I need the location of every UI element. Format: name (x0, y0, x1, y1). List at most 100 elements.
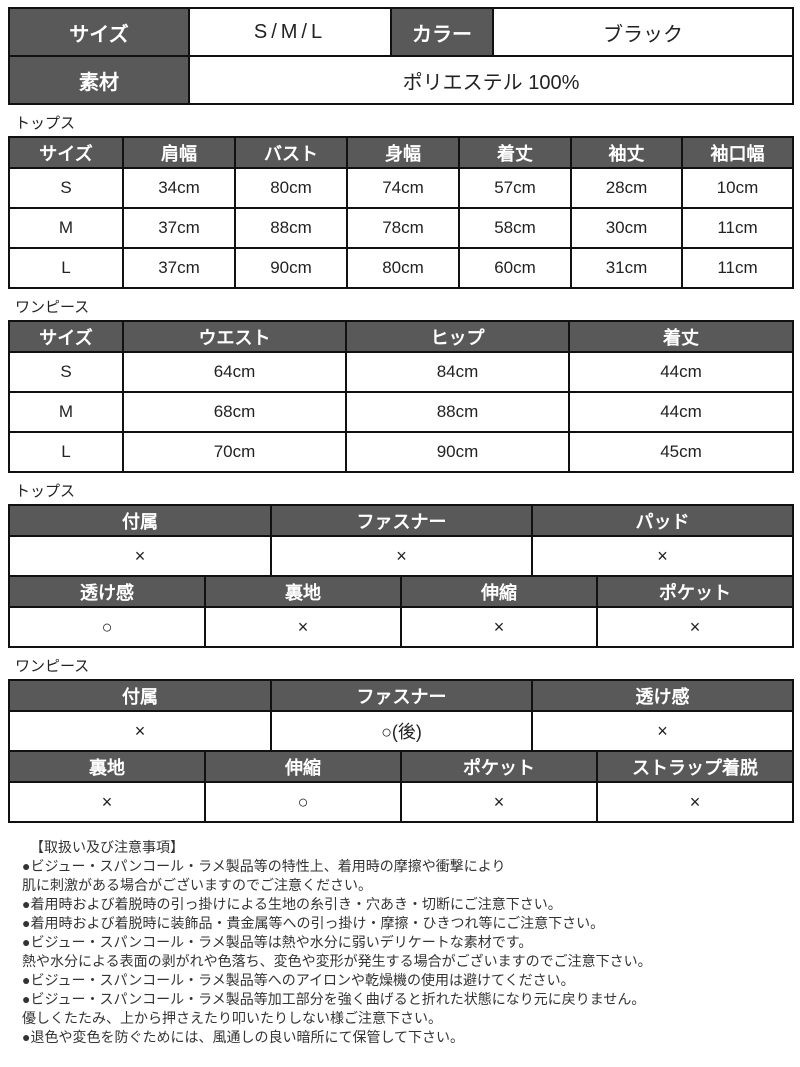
care-note-line: 肌に刺激がある場合がございますのでご注意ください。 (22, 877, 372, 893)
table-row: M 37cm 88cm 78cm 58cm 30cm 11cm (8, 207, 794, 249)
column-header: サイズ (8, 320, 124, 353)
feature-header: ポケット (400, 750, 598, 783)
feature-header: ストラップ着脱 (596, 750, 794, 783)
table-row: 素材 ポリエステル 100% (8, 55, 794, 105)
color-label: カラー (390, 7, 494, 57)
feature-value: × (596, 781, 794, 823)
measure-cell: 57cm (458, 167, 572, 209)
feature-header: 伸縮 (400, 575, 598, 608)
onepiece-features-table-2: 裏地 伸縮 ポケット ストラップ着脱 × ○ × × (8, 750, 794, 823)
table-header-row: サイズ 肩幅 バスト 身幅 着丈 袖丈 袖口幅 (8, 136, 794, 169)
feature-value: × (400, 606, 598, 648)
feature-value: × (400, 781, 598, 823)
feature-value: × (204, 606, 402, 648)
table-header-row: サイズ ウエスト ヒップ 着丈 (8, 320, 794, 353)
feature-header: 裏地 (204, 575, 402, 608)
measure-cell: 10cm (681, 167, 794, 209)
feature-value: × (270, 535, 533, 577)
column-header: 身幅 (346, 136, 460, 169)
measure-cell: 78cm (346, 207, 460, 249)
table-row: サイズ S/M/L カラー ブラック (8, 7, 794, 57)
table-row: S 64cm 84cm 44cm (8, 351, 794, 393)
care-note-line: ●ビジュー・スパンコール・ラメ製品等へのアイロンや乾燥機の使用は避けてください。 (22, 972, 575, 988)
size-cell: S (8, 167, 124, 209)
spec-table: サイズ S/M/L カラー ブラック 素材 ポリエステル 100% (8, 7, 794, 105)
material-value: ポリエステル 100% (188, 55, 794, 105)
care-notes-title: 【取扱い及び注意事項】 (30, 839, 184, 855)
color-value: ブラック (492, 7, 794, 57)
size-cell: L (8, 431, 124, 473)
column-header: バスト (234, 136, 348, 169)
care-notes: 【取扱い及び注意事項】 ●ビジュー・スパンコール・ラメ製品等の特性上、着用時の摩… (22, 838, 792, 1047)
feature-header: 透け感 (531, 679, 794, 712)
column-header: 着丈 (458, 136, 572, 169)
size-cell: M (8, 207, 124, 249)
measure-cell: 11cm (681, 247, 794, 289)
feature-header: ポケット (596, 575, 794, 608)
onepiece-features-table-1: 付属 ファスナー 透け感 × ○(後) × (8, 679, 794, 752)
onepiece-section-title: ワンピース (15, 299, 90, 316)
measure-cell: 90cm (345, 431, 570, 473)
feature-header: 裏地 (8, 750, 206, 783)
measure-cell: 80cm (346, 247, 460, 289)
table-row: M 68cm 88cm 44cm (8, 391, 794, 433)
feature-value: × (8, 781, 206, 823)
care-note-line: 熱や水分による表面の剥がれや色落ち、変色や変形が発生する場合がございますのでご注… (22, 953, 652, 969)
column-header: 袖丈 (570, 136, 683, 169)
feature-value: ○ (8, 606, 206, 648)
feature-value: × (531, 710, 794, 752)
measure-cell: 90cm (234, 247, 348, 289)
feature-value: × (596, 606, 794, 648)
care-note-line: ●退色や変色を防ぐためには、風通しの良い暗所にて保管して下さい。 (22, 1029, 465, 1045)
measure-cell: 60cm (458, 247, 572, 289)
care-note-line: 優しくたたみ、上から押さえたり叩いたりしない様ご注意下さい。 (22, 1010, 442, 1026)
table-header-row: 透け感 裏地 伸縮 ポケット (8, 575, 794, 608)
feature-header: 付属 (8, 679, 272, 712)
table-row: L 37cm 90cm 80cm 60cm 31cm 11cm (8, 247, 794, 289)
measure-cell: 30cm (570, 207, 683, 249)
measure-cell: 58cm (458, 207, 572, 249)
size-cell: L (8, 247, 124, 289)
table-header-row: 裏地 伸縮 ポケット ストラップ着脱 (8, 750, 794, 783)
measure-cell: 44cm (568, 351, 794, 393)
feature-header: パッド (531, 504, 794, 537)
table-row: L 70cm 90cm 45cm (8, 431, 794, 473)
column-header: 袖口幅 (681, 136, 794, 169)
measure-cell: 88cm (345, 391, 570, 433)
size-label: サイズ (8, 7, 190, 57)
table-row: S 34cm 80cm 74cm 57cm 28cm 10cm (8, 167, 794, 209)
measure-cell: 11cm (681, 207, 794, 249)
size-cell: S (8, 351, 124, 393)
table-header-row: 付属 ファスナー 透け感 (8, 679, 794, 712)
measure-cell: 64cm (122, 351, 347, 393)
measure-cell: 37cm (122, 207, 236, 249)
care-note-line: ●ビジュー・スパンコール・ラメ製品等は熱や水分に弱いデリケートな素材です。 (22, 934, 533, 950)
size-value: S/M/L (188, 7, 392, 57)
tops-size-table: サイズ 肩幅 バスト 身幅 着丈 袖丈 袖口幅 S 34cm 80cm 74cm… (8, 136, 794, 289)
table-header-row: 付属 ファスナー パッド (8, 504, 794, 537)
care-note-line: ●ビジュー・スパンコール・ラメ製品等の特性上、着用時の摩擦や衝撃により (22, 858, 506, 874)
measure-cell: 34cm (122, 167, 236, 209)
table-row: × ○(後) × (8, 710, 794, 752)
column-header: 着丈 (568, 320, 794, 353)
feature-header: ファスナー (270, 504, 533, 537)
care-note-line: ●着用時および着脱時に装飾品・貴金属等への引っ掛け・摩擦・ひきつれ等にご注意下さ… (22, 915, 605, 931)
feature-header: 透け感 (8, 575, 206, 608)
column-header: ヒップ (345, 320, 570, 353)
tops-features-table-1: 付属 ファスナー パッド × × × (8, 504, 794, 577)
measure-cell: 84cm (345, 351, 570, 393)
size-cell: M (8, 391, 124, 433)
column-header: ウエスト (122, 320, 347, 353)
material-label: 素材 (8, 55, 190, 105)
table-row: × × × (8, 535, 794, 577)
measure-cell: 88cm (234, 207, 348, 249)
table-row: × ○ × × (8, 781, 794, 823)
feature-header: 付属 (8, 504, 272, 537)
feature-value: ○(後) (270, 710, 533, 752)
tops-features-table-2: 透け感 裏地 伸縮 ポケット ○ × × × (8, 575, 794, 648)
measure-cell: 80cm (234, 167, 348, 209)
tops-features-title: トップス (15, 483, 76, 500)
onepiece-features-title: ワンピース (15, 658, 90, 675)
measure-cell: 45cm (568, 431, 794, 473)
